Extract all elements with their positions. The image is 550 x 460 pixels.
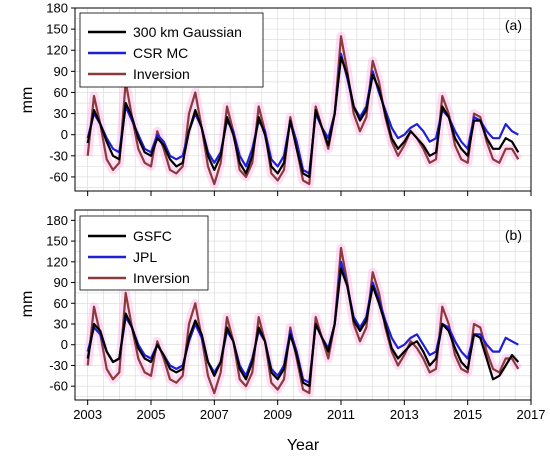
panel-a-y-tick-label: 0 [61,127,68,142]
panel-b-x-tick-label: 2007 [200,407,229,422]
panel-b-y-tick-label: -30 [49,358,68,373]
panel-b-x-tick-label: 2009 [263,407,292,422]
panel-a-y-tick-label: 120 [46,43,68,58]
panel-b-x-tick-label: 2015 [453,407,482,422]
panel-b-series-gsfc [86,267,520,388]
panel-a-x-ticks [87,191,532,196]
panel-a-frame [74,7,532,192]
legend-label-jpl: JPL [133,249,157,265]
panel-a-y-ticks: -60 -30 0 30 60 90 120 150 180 [46,1,75,184]
panel-b-x-ticks: 2003 2005 2007 2009 2011 2013 2015 2017 [73,400,545,422]
x-axis-title: Year [287,437,320,454]
panel-a-series-300-km-gaussian [86,56,520,178]
panel-a-y-tick-label: 30 [54,106,68,121]
legend-label-gsfc: GSFC [133,228,172,244]
legend-label-inversion-b: Inversion [133,270,190,286]
panel-b-x-tick-label: 2003 [73,407,102,422]
panel-a-y-axis-title: mm [19,87,36,114]
panel-b-y-tick-label: 150 [46,234,68,249]
panel-b-y-tick-label: 60 [54,296,68,311]
panel-b-label: (b) [505,227,522,243]
panel-b-frame [74,209,532,401]
panel-a-legend: 300 km Gaussian CSR MC Inversion [79,12,264,88]
panel-a-y-tick-label: -60 [49,169,68,184]
panel-a-series [83,31,523,189]
panel-b-y-tick-label: -60 [49,379,68,394]
panel-a-label: (a) [505,17,522,33]
panel-a-y-tick-label: 180 [46,1,68,16]
panel-b-legend: GSFC JPL Inversion [79,215,209,291]
panel-b-y-tick-label: 0 [61,337,68,352]
panel-b-y-ticks: -60 -30 0 30 60 90 120 150 180 [46,213,75,394]
legend-label-csr-mc: CSR MC [133,45,188,61]
panel-b-y-tick-label: 180 [46,213,68,228]
panel-a-y-tick-label: 60 [54,85,68,100]
panel-b-y-tick-label: 30 [54,317,68,332]
panel-a-y-tick-label: -30 [49,148,68,163]
panel-a-y-tick-label: 150 [46,22,68,37]
panel-b-x-tick-label: 2013 [390,407,419,422]
panel-b-series [83,243,523,398]
panel-b-y-axis-title: mm [19,291,36,318]
panel-a: -60 -30 0 30 60 90 120 150 180 mm (a) 300 km Gau… [19,1,532,196]
legend-label-inversion-a: Inversion [133,66,190,82]
panel-b-x-tick-label: 2017 [517,407,546,422]
legend-label-300km-gaussian: 300 km Gaussian [133,24,242,40]
panel-b-x-tick-label: 2005 [137,407,166,422]
panel-b-x-tick-label: 2011 [327,407,355,422]
panel-a-y-tick-label: 90 [54,64,68,79]
panel-b-y-tick-label: 120 [46,254,68,269]
panel-b-y-tick-label: 90 [54,275,68,290]
